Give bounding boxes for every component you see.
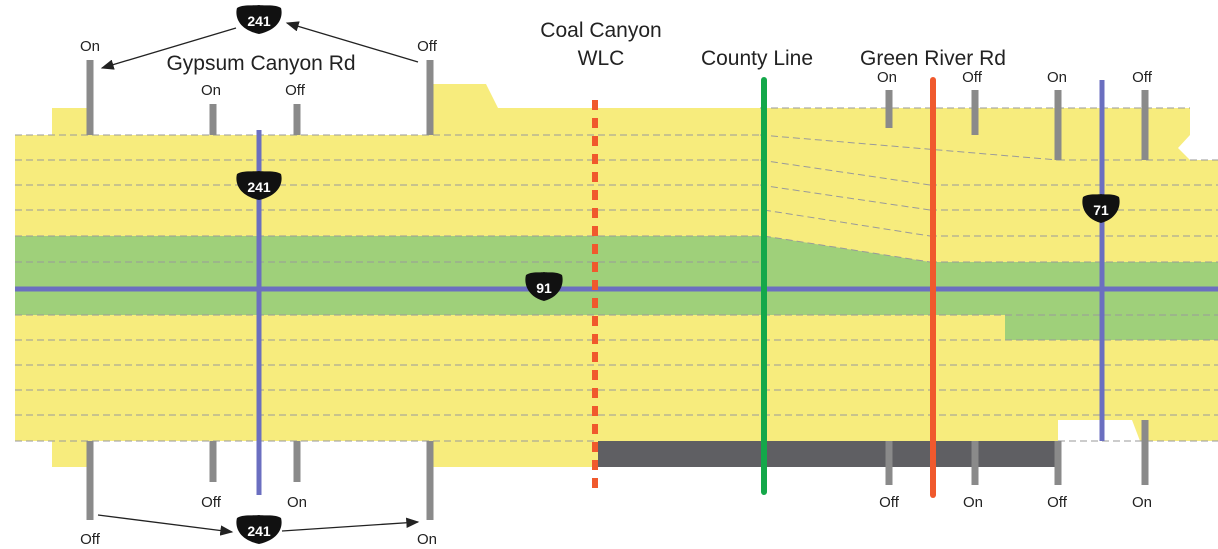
- shield-241-top: 241: [236, 5, 282, 34]
- shield-91-label: 91: [536, 280, 552, 296]
- shield-71-label: 71: [1093, 202, 1109, 218]
- ramp-label-top-4: Off: [285, 82, 306, 99]
- shield-91: 91: [525, 272, 563, 301]
- ramp-label-top-1: On: [80, 38, 100, 55]
- shield-241-bottom: 241: [236, 515, 282, 544]
- ramp-label-bottom-1: Off: [80, 531, 101, 548]
- shield-241-mid-label: 241: [247, 179, 271, 195]
- arrow-241-to-top-on: [100, 27, 237, 70]
- ramp-label-top-5: On: [877, 69, 897, 86]
- label-gypsum-canyon-rd: Gypsum Canyon Rd: [166, 52, 355, 75]
- ramp-label-top-8: Off: [1132, 69, 1153, 86]
- label-coal-canyon: Coal Canyon: [540, 19, 661, 42]
- arrow-top-off-to-241: [285, 21, 419, 63]
- ramp-label-bottom-6: On: [963, 494, 983, 511]
- ramp-label-bottom-7: Off: [1047, 494, 1068, 511]
- lane-dividers: [15, 107, 1218, 442]
- ramp-label-bottom-3: On: [287, 494, 307, 511]
- shield-241-top-label: 241: [247, 13, 271, 29]
- ramp-label-bottom-4: On: [417, 531, 437, 548]
- ramp-label-top-2: Off: [417, 38, 438, 55]
- ramp-label-bottom-8: On: [1132, 494, 1152, 511]
- dark-shoulder-band: [598, 441, 1058, 467]
- label-wlc: WLC: [578, 47, 625, 70]
- shield-241-mid: 241: [236, 171, 282, 200]
- shield-241-bottom-label: 241: [247, 523, 271, 539]
- bottom-ramps: [86, 420, 1149, 520]
- connector-arrows: [97, 21, 420, 536]
- shield-71: 71: [1082, 194, 1120, 223]
- ramp-label-bottom-5: Off: [879, 494, 900, 511]
- top-ramps: [86, 60, 1149, 160]
- ramp-label-bottom-2: Off: [201, 494, 222, 511]
- label-county-line: County Line: [701, 47, 813, 70]
- arrow-bottom-off-to-241: [97, 514, 234, 536]
- label-green-river-rd: Green River Rd: [860, 47, 1006, 70]
- arrow-241-to-bottom-on: [281, 517, 420, 532]
- ramp-label-top-7: On: [1047, 69, 1067, 86]
- ramp-label-top-3: On: [201, 82, 221, 99]
- ramp-label-top-6: Off: [962, 69, 983, 86]
